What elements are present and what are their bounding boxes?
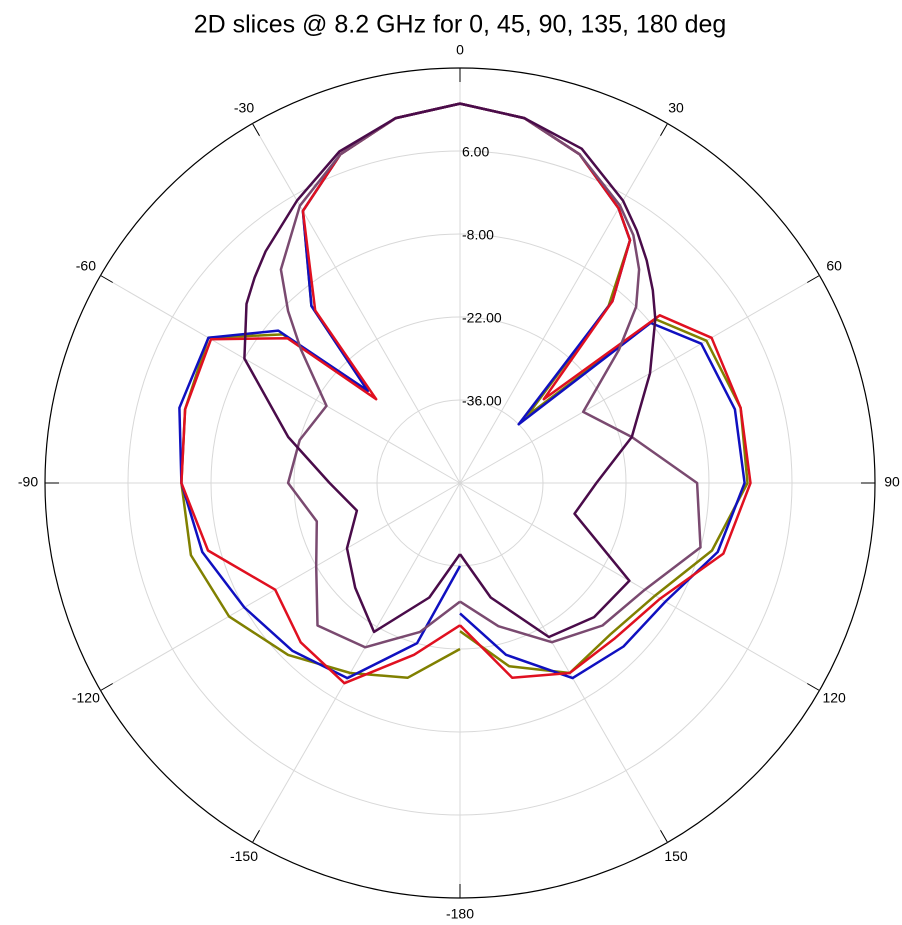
theta-tick-label: 0 [456,42,464,58]
series-line [180,102,749,679]
theta-tick-label: 60 [826,258,842,274]
grid-spoke [100,275,461,484]
theta-tick-label: -180 [446,906,474,922]
theta-tick [660,830,668,843]
grid-spoke [252,482,461,843]
r-tick-label: -36.00 [462,393,502,409]
theta-tick [807,683,820,691]
grid-spoke [252,123,461,484]
theta-tick-label: -60 [76,258,96,274]
r-tick-label: -8.00 [462,227,494,243]
theta-tick-label: -30 [234,100,254,116]
theta-tick [252,830,260,843]
r-tick-label: -22.00 [462,310,502,326]
theta-tick-label: 90 [884,474,900,490]
grid-spoke [459,275,820,484]
chart-title: 2D slices @ 8.2 GHz for 0, 45, 90, 135, … [194,11,727,39]
grid-spoke [100,482,461,691]
theta-tick-label: -90 [18,474,38,490]
series-line [243,102,657,639]
grid-spoke [459,482,668,843]
r-tick-label: 6.00 [462,144,489,160]
grid-spoke [459,123,668,484]
theta-tick-label: -120 [72,690,100,706]
theta-tick-label: -150 [230,848,258,864]
theta-tick [807,275,820,283]
grid-spoke [459,482,820,691]
theta-tick [252,123,260,136]
theta-tick [660,123,668,136]
theta-tick-label: 120 [822,690,846,706]
theta-tick-label: 30 [668,100,684,116]
theta-tick-label: 150 [664,848,688,864]
theta-tick [100,683,113,691]
theta-tick [100,275,113,283]
